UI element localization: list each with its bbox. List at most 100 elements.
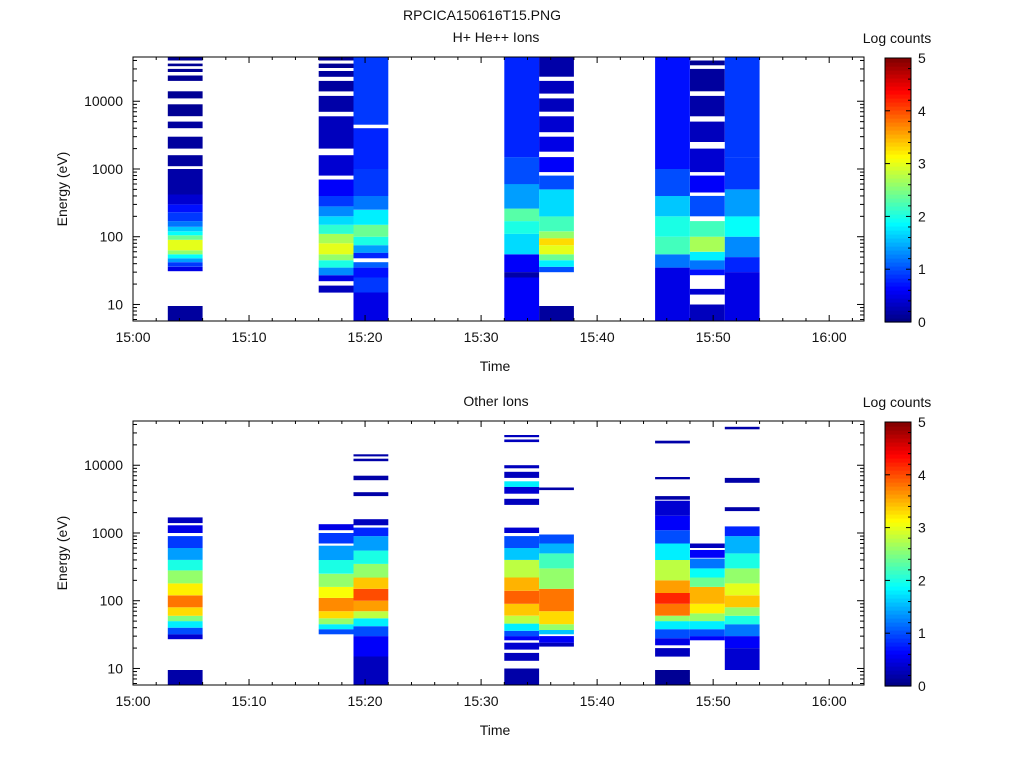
- colorbar-segment: [885, 238, 911, 243]
- energy-bin-cell: [539, 254, 574, 261]
- energy-bin-cell: [167, 226, 203, 232]
- colorbar-segment: [885, 310, 911, 315]
- energy-bin-cell: [318, 559, 354, 574]
- energy-bin-cell: [504, 277, 540, 321]
- colorbar-segment: [885, 206, 911, 211]
- energy-bin-cell: [353, 209, 389, 225]
- energy-bin-cell: [724, 189, 760, 217]
- colorbar-gradient: [885, 422, 911, 687]
- energy-bin-cell: [167, 250, 203, 255]
- colorbar-tick-label: 2: [918, 572, 926, 588]
- colorbar-segment: [885, 442, 911, 447]
- energy-bin-cell: [539, 588, 574, 612]
- energy-bin-cell: [655, 603, 690, 616]
- colorbar-tick-label: 4: [918, 103, 926, 119]
- colorbar-segment: [885, 258, 911, 263]
- energy-bin-cell: [655, 440, 690, 444]
- energy-bin-cell: [655, 559, 690, 581]
- energy-bin-cell: [539, 98, 574, 112]
- colorbar-segment: [885, 462, 911, 467]
- colorbar-segment: [885, 658, 911, 663]
- colorbar-segment: [885, 70, 911, 75]
- y-tick-label: 100: [100, 593, 124, 609]
- energy-bin-cell: [318, 586, 354, 598]
- colorbar-segment: [885, 234, 911, 239]
- energy-bin-cell: [655, 670, 690, 685]
- colorbar-segment: [885, 94, 911, 99]
- energy-bin-cell: [690, 603, 725, 614]
- energy-bin-cell: [504, 652, 540, 661]
- energy-bin-cell: [724, 624, 760, 637]
- colorbar-segment: [885, 198, 911, 203]
- energy-bin-cell: [353, 600, 389, 612]
- energy-bin-cell: [167, 204, 203, 213]
- y-tick-label: 10: [107, 660, 123, 676]
- energy-bin-cell: [318, 267, 354, 276]
- energy-bin-cell: [353, 626, 389, 637]
- energy-bin-cell: [318, 80, 354, 92]
- x-tick-label: 15:40: [580, 693, 615, 709]
- colorbar-segment: [885, 214, 911, 219]
- energy-bin-cell: [318, 629, 354, 635]
- colorbar-segment: [885, 302, 911, 307]
- energy-bin-cell: [353, 492, 389, 497]
- energy-bin-cell: [539, 543, 574, 554]
- energy-bin-cell: [167, 68, 203, 72]
- colorbar-segment: [885, 162, 911, 167]
- energy-bin-cell: [167, 155, 203, 167]
- colorbar-gradient: [885, 58, 911, 323]
- colorbar-tick-label: 4: [918, 467, 926, 483]
- colorbar-segment: [885, 142, 911, 147]
- energy-bin-cell: [504, 527, 540, 533]
- colorbar-segment: [885, 486, 911, 491]
- colorbar-segment: [885, 426, 911, 431]
- energy-bin-cell: [724, 536, 760, 554]
- energy-bin-cell: [655, 169, 690, 196]
- energy-bin-cell: [318, 624, 354, 630]
- energy-bin-cell: [318, 206, 354, 217]
- energy-bin-cell: [167, 212, 203, 222]
- energy-bin-cell: [539, 116, 574, 133]
- colorbar-segment: [885, 186, 911, 191]
- colorbar-segment: [885, 122, 911, 127]
- colorbar-segment: [885, 118, 911, 123]
- colorbar-segment: [885, 138, 911, 143]
- energy-bin-cell: [724, 583, 760, 596]
- y-axis-label: Energy (eV): [54, 516, 70, 591]
- energy-bin-cell: [690, 629, 725, 637]
- colorbar-segment: [885, 278, 911, 283]
- colorbar-segment: [885, 114, 911, 119]
- colorbar-segment: [885, 74, 911, 79]
- energy-bin-cell: [353, 267, 389, 278]
- colorbar-segment: [885, 662, 911, 667]
- energy-bin-cell: [353, 536, 389, 551]
- energy-bin-cell: [353, 550, 389, 564]
- energy-bin-cell: [167, 607, 203, 616]
- colorbar-segment: [885, 90, 911, 95]
- y-tick-label: 1000: [92, 161, 123, 177]
- energy-bin-cell: [504, 486, 540, 494]
- energy-bin-cell: [724, 236, 760, 258]
- energy-bin-cell: [167, 517, 203, 524]
- energy-bin-cell: [539, 216, 574, 232]
- energy-bin-cell: [353, 128, 389, 169]
- energy-bin-cell: [353, 458, 389, 462]
- colorbar-segment: [885, 110, 911, 115]
- colorbar: Log counts 0 1 2 3 4 5: [863, 394, 932, 694]
- colorbar-tick-label: 0: [918, 678, 926, 694]
- energy-bin-cell: [724, 615, 760, 625]
- colorbar-segment: [885, 562, 911, 567]
- energy-bin-cell: [167, 194, 203, 205]
- energy-bin-cell: [724, 157, 760, 190]
- colorbar-segment: [885, 274, 911, 279]
- energy-bin-cell: [690, 543, 725, 548]
- colorbar-segment: [885, 246, 911, 251]
- energy-bin-cell: [724, 216, 760, 237]
- colorbar-segment: [885, 254, 911, 259]
- energy-bin-cell: [353, 611, 389, 619]
- x-tick-label: 15:50: [696, 693, 731, 709]
- energy-bin-cell: [724, 57, 760, 158]
- energy-bin-cell: [504, 233, 540, 255]
- colorbar-segment: [885, 514, 911, 519]
- x-axis-label: Time: [480, 722, 511, 738]
